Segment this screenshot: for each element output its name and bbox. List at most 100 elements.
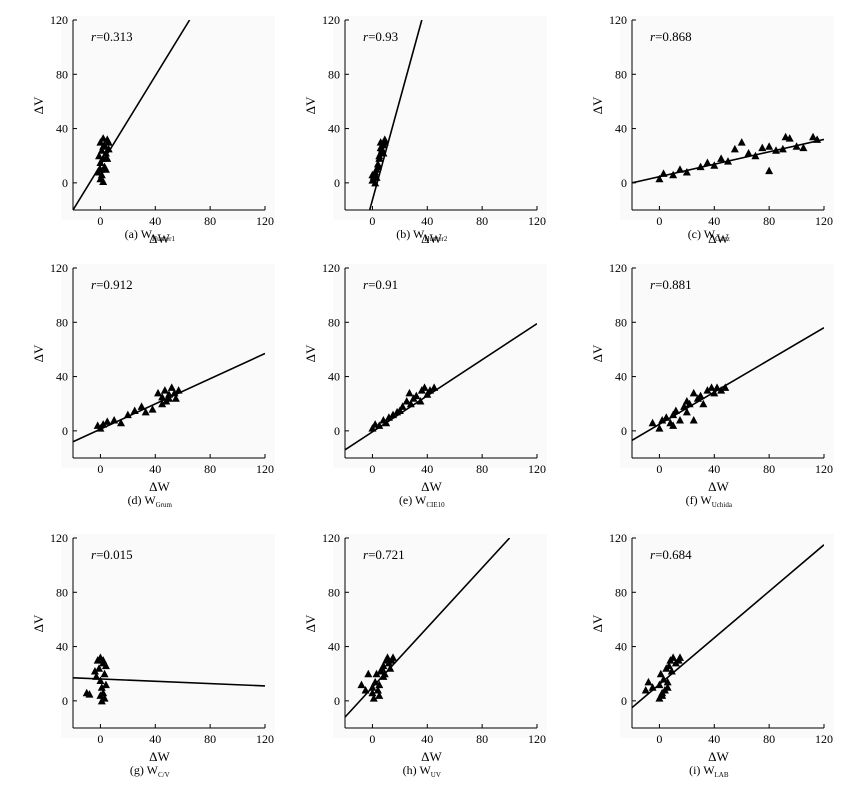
panel-bg [61, 534, 275, 738]
data-point [717, 386, 726, 394]
data-point [658, 691, 667, 699]
data-point [368, 424, 377, 432]
data-point [104, 144, 113, 153]
y-tick-label: 0 [621, 424, 627, 438]
x-axis-label: ΔW [421, 749, 442, 764]
data-point [641, 686, 650, 694]
data-point [371, 178, 380, 187]
x-tick-label: 40 [149, 214, 161, 228]
y-axis-label: ΔV [303, 96, 318, 114]
data-point [685, 399, 694, 408]
data-point [174, 386, 183, 394]
x-tick-label: 80 [204, 462, 216, 476]
panel-c: 0 40 80 120 0 40 80 120 ΔV ΔW r=0.868 (c) WGanz [590, 13, 834, 246]
data-point [799, 143, 808, 152]
data-point [809, 132, 818, 141]
y-tick-label: 120 [322, 13, 340, 27]
data-point [423, 390, 432, 398]
data-point [92, 672, 101, 680]
data-point [100, 669, 109, 678]
data-point [689, 388, 698, 397]
data-point [361, 686, 370, 694]
data-point [368, 688, 377, 697]
data-point [97, 146, 106, 154]
y-tick-label: 80 [328, 585, 340, 599]
panel-caption: (i) WLAB [689, 763, 729, 779]
x-axis-label: ΔW [149, 479, 170, 494]
panel-caption: (a) WHunter1 [125, 227, 176, 243]
data-point [368, 683, 377, 691]
data-point [669, 421, 678, 429]
x-tick-label: 40 [149, 732, 161, 746]
y-tick-label: 0 [621, 176, 627, 190]
y-tick-label: 0 [62, 424, 68, 438]
y-tick-label: 0 [334, 176, 340, 190]
x-tick-label: 80 [763, 214, 775, 228]
data-point [389, 410, 397, 419]
x-tick-label: 120 [256, 462, 274, 476]
panel-caption: (e) WCIE10 [399, 493, 445, 509]
data-point [167, 383, 176, 391]
y-tick-label: 120 [50, 261, 68, 275]
y-axis-label: ΔV [31, 344, 46, 362]
data-point [680, 402, 689, 410]
data-point [383, 653, 392, 661]
panel-h: 0 40 80 120 0 40 80 120 ΔV ΔW r=0.721 (h) WUV [303, 531, 547, 779]
x-tick-label: 40 [708, 732, 720, 746]
data-point [389, 653, 397, 661]
data-point [95, 664, 104, 672]
x-tick-label: 0 [97, 214, 103, 228]
data-point [103, 417, 112, 425]
data-point [372, 669, 381, 678]
data-point [97, 683, 106, 691]
data-point [405, 388, 414, 397]
data-point [373, 686, 382, 694]
x-tick-label: 0 [97, 732, 103, 746]
data-point [171, 394, 180, 402]
y-tick-label: 120 [322, 261, 340, 275]
panel-e: 0 40 80 120 0 40 80 120 ΔV ΔW r=0.91 (e) WCIE10 [303, 261, 547, 509]
data-point [665, 661, 674, 670]
panel-caption: (d) WGrum [128, 493, 173, 509]
data-point [663, 683, 672, 691]
data-point [669, 170, 678, 179]
data-point [655, 680, 664, 689]
x-tick-label: 120 [256, 214, 274, 228]
x-axis-label: ΔW [708, 231, 729, 246]
data-point [97, 696, 106, 705]
data-point [148, 405, 157, 413]
data-point [375, 691, 384, 699]
data-point [730, 144, 739, 153]
data-point [713, 383, 722, 391]
panel-f: 0 40 80 120 0 40 80 120 ΔV ΔW r=0.881 (f) WUchida [590, 261, 834, 509]
x-axis-label: ΔW [149, 231, 170, 246]
x-tick-label: 80 [476, 462, 488, 476]
y-tick-label: 120 [609, 531, 627, 545]
y-tick-label: 80 [56, 67, 68, 81]
data-point [430, 383, 439, 391]
data-point [137, 402, 146, 410]
panel-i: 0 40 80 120 0 40 80 120 ΔV ΔW r=0.684 (i) WLAB [590, 531, 834, 779]
x-tick-label: 40 [421, 214, 433, 228]
y-tick-label: 40 [56, 370, 68, 384]
data-point [99, 142, 108, 150]
data-point [699, 399, 708, 408]
y-axis-label: ΔV [31, 96, 46, 114]
r-annotation: r=0.868 [650, 29, 692, 44]
data-point [721, 383, 730, 391]
panel-bg [333, 534, 547, 738]
y-tick-label: 40 [328, 122, 340, 136]
y-tick-label: 120 [609, 261, 627, 275]
data-point [703, 386, 712, 394]
data-point [398, 402, 407, 410]
data-point [158, 392, 167, 401]
data-point [724, 157, 732, 165]
x-axis-label: ΔW [708, 479, 729, 494]
data-point [375, 151, 384, 160]
data-point [676, 653, 684, 661]
x-axis-label: ΔW [421, 479, 442, 494]
r-annotation: r=0.313 [91, 29, 133, 44]
y-tick-label: 0 [621, 694, 627, 708]
panel-caption: (c) WGanz [688, 227, 730, 243]
